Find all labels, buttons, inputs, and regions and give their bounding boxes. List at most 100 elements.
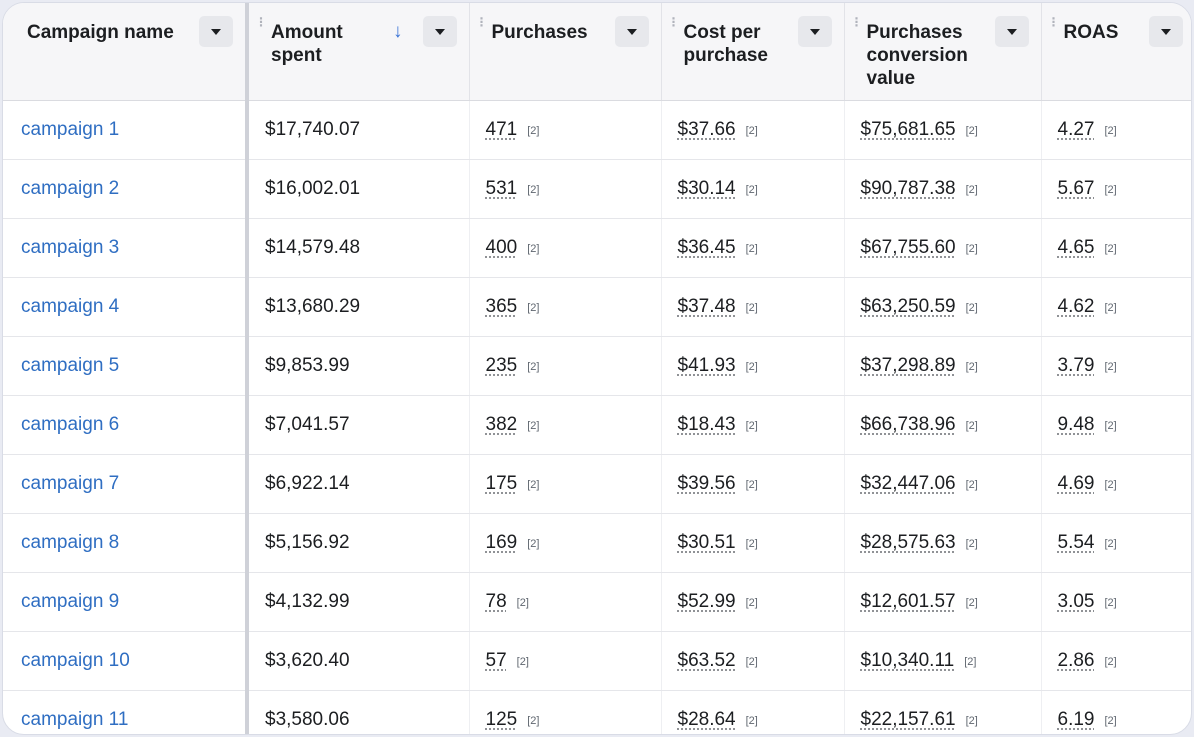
purchases-value[interactable]: 175 (485, 473, 518, 494)
drag-handle-icon[interactable]: ⋮ (850, 15, 863, 29)
purchases-value[interactable]: 382 (485, 414, 518, 435)
purchases-value[interactable]: 365 (485, 296, 518, 317)
drag-handle-icon[interactable]: ⋮ (1047, 15, 1060, 29)
cell-campaign-name: campaign 4 (3, 277, 249, 337)
cost-per-purchase-value[interactable]: $30.51 (677, 532, 736, 553)
campaign-link[interactable]: campaign 4 (21, 296, 120, 317)
footnote-ref: [2] (965, 420, 978, 432)
drag-handle-icon[interactable]: ⋮ (667, 15, 680, 29)
roas-value[interactable]: 4.69 (1057, 473, 1095, 494)
cell-amount-spent: $16,002.01 (247, 159, 470, 219)
cost-per-purchase-value[interactable]: $28.64 (677, 709, 736, 730)
column-menu-button[interactable] (199, 16, 233, 47)
cost-per-purchase-value[interactable]: $36.45 (677, 237, 736, 258)
campaign-link[interactable]: campaign 7 (21, 473, 120, 494)
purchases-value[interactable]: 531 (485, 178, 518, 199)
footnote-ref: [2] (745, 656, 758, 668)
cell-purchases: 365 [2] (469, 277, 662, 337)
conversion-value[interactable]: $66,738.96 (860, 414, 956, 435)
purchases-value[interactable]: 169 (485, 532, 518, 553)
column-header-purchases-conversion-value[interactable]: ⋮ Purchases conversion value (844, 3, 1042, 101)
campaign-link[interactable]: campaign 2 (21, 178, 120, 199)
purchases-value[interactable]: 471 (485, 119, 518, 140)
cost-per-purchase-value[interactable]: $52.99 (677, 591, 736, 612)
caret-down-icon (211, 28, 221, 35)
table-row: campaign 3 $14,579.48 400 [2] $36.45 [2] $67,7… (3, 218, 1191, 278)
column-menu-button[interactable] (797, 16, 832, 47)
table-row: campaign 10 $3,620.40 57 [2] $63.52 [2] $10,34… (3, 631, 1191, 691)
cell-purchases: 471 [2] (469, 100, 662, 160)
cell-campaign-name: campaign 9 (3, 572, 249, 632)
cell-purchases: 57 [2] (469, 631, 662, 691)
campaign-link[interactable]: campaign 9 (21, 591, 120, 612)
campaign-link[interactable]: campaign 1 (21, 119, 120, 140)
footnote-ref: [2] (965, 361, 978, 373)
cell-purchases: 125 [2] (469, 690, 662, 734)
footnote-ref: [2] (745, 184, 758, 196)
cost-per-purchase-value[interactable]: $37.48 (677, 296, 736, 317)
campaign-link[interactable]: campaign 5 (21, 355, 120, 376)
roas-value[interactable]: 3.79 (1057, 355, 1095, 376)
cell-roas: 4.27 [2] (1041, 100, 1191, 160)
cost-per-purchase-value[interactable]: $37.66 (677, 119, 736, 140)
cost-per-purchase-value[interactable]: $39.56 (677, 473, 736, 494)
footnote-ref: [2] (965, 302, 978, 314)
campaign-link[interactable]: campaign 10 (21, 650, 130, 671)
roas-value[interactable]: 9.48 (1057, 414, 1095, 435)
purchases-value[interactable]: 125 (485, 709, 518, 730)
campaign-link[interactable]: campaign 6 (21, 414, 120, 435)
column-header-purchases[interactable]: ⋮ Purchases (469, 3, 662, 101)
roas-value[interactable]: 4.65 (1057, 237, 1095, 258)
conversion-value[interactable]: $67,755.60 (860, 237, 956, 258)
conversion-value[interactable]: $75,681.65 (860, 119, 956, 140)
campaign-link[interactable]: campaign 3 (21, 237, 120, 258)
drag-handle-icon[interactable]: ⋮ (255, 15, 267, 29)
roas-value[interactable]: 3.05 (1057, 591, 1095, 612)
cell-campaign-name: campaign 2 (3, 159, 249, 219)
column-header-amount-spent[interactable]: ⋮ Amount spent ↓ (247, 3, 470, 101)
roas-value[interactable]: 4.27 (1057, 119, 1095, 140)
amount-spent-value: $3,580.06 (265, 709, 350, 730)
conversion-value[interactable]: $28,575.63 (860, 532, 956, 553)
purchases-value[interactable]: 57 (485, 650, 507, 671)
cost-per-purchase-value[interactable]: $41.93 (677, 355, 736, 376)
roas-value[interactable]: 2.86 (1057, 650, 1095, 671)
conversion-value[interactable]: $90,787.38 (860, 178, 956, 199)
cell-cost-per-purchase: $30.14 [2] (661, 159, 845, 219)
caret-down-icon (626, 28, 637, 35)
campaign-link[interactable]: campaign 11 (21, 709, 129, 730)
conversion-value[interactable]: $32,447.06 (860, 473, 956, 494)
purchases-value[interactable]: 400 (485, 237, 518, 258)
roas-value[interactable]: 6.19 (1057, 709, 1095, 730)
sort-descending-icon[interactable]: ↓ (393, 21, 403, 42)
conversion-value[interactable]: $22,157.61 (860, 709, 956, 730)
purchases-value[interactable]: 78 (485, 591, 507, 612)
column-menu-button[interactable] (614, 16, 649, 47)
conversion-value[interactable]: $63,250.59 (860, 296, 956, 317)
footnote-ref: [2] (745, 361, 758, 373)
column-header-campaign-name[interactable]: Campaign name (3, 3, 249, 101)
cost-per-purchase-value[interactable]: $18.43 (677, 414, 736, 435)
cost-per-purchase-value[interactable]: $30.14 (677, 178, 736, 199)
conversion-value[interactable]: $37,298.89 (860, 355, 956, 376)
column-menu-button[interactable] (422, 16, 457, 47)
roas-value[interactable]: 4.62 (1057, 296, 1095, 317)
campaign-link[interactable]: campaign 8 (21, 532, 120, 553)
cell-campaign-name: campaign 5 (3, 336, 249, 396)
column-menu-button[interactable] (994, 16, 1029, 47)
column-header-roas[interactable]: ⋮ ROAS (1041, 3, 1191, 101)
campaign-table: Campaign name ⋮ Amount spent ↓ ⋮ Purchas… (3, 3, 1191, 734)
cell-conversion-value: $37,298.89 [2] (844, 336, 1042, 396)
roas-value[interactable]: 5.67 (1057, 178, 1095, 199)
column-header-cost-per-purchase[interactable]: ⋮ Cost per purchase (661, 3, 845, 101)
conversion-value[interactable]: $12,601.57 (860, 591, 956, 612)
cell-amount-spent: $17,740.07 (247, 100, 470, 160)
column-menu-button[interactable] (1148, 16, 1183, 47)
footnote-ref: [2] (527, 302, 540, 314)
conversion-value[interactable]: $10,340.11 (860, 650, 955, 671)
cost-per-purchase-value[interactable]: $63.52 (677, 650, 736, 671)
caret-down-icon (809, 28, 820, 35)
drag-handle-icon[interactable]: ⋮ (475, 15, 488, 29)
roas-value[interactable]: 5.54 (1057, 532, 1095, 553)
purchases-value[interactable]: 235 (485, 355, 518, 376)
